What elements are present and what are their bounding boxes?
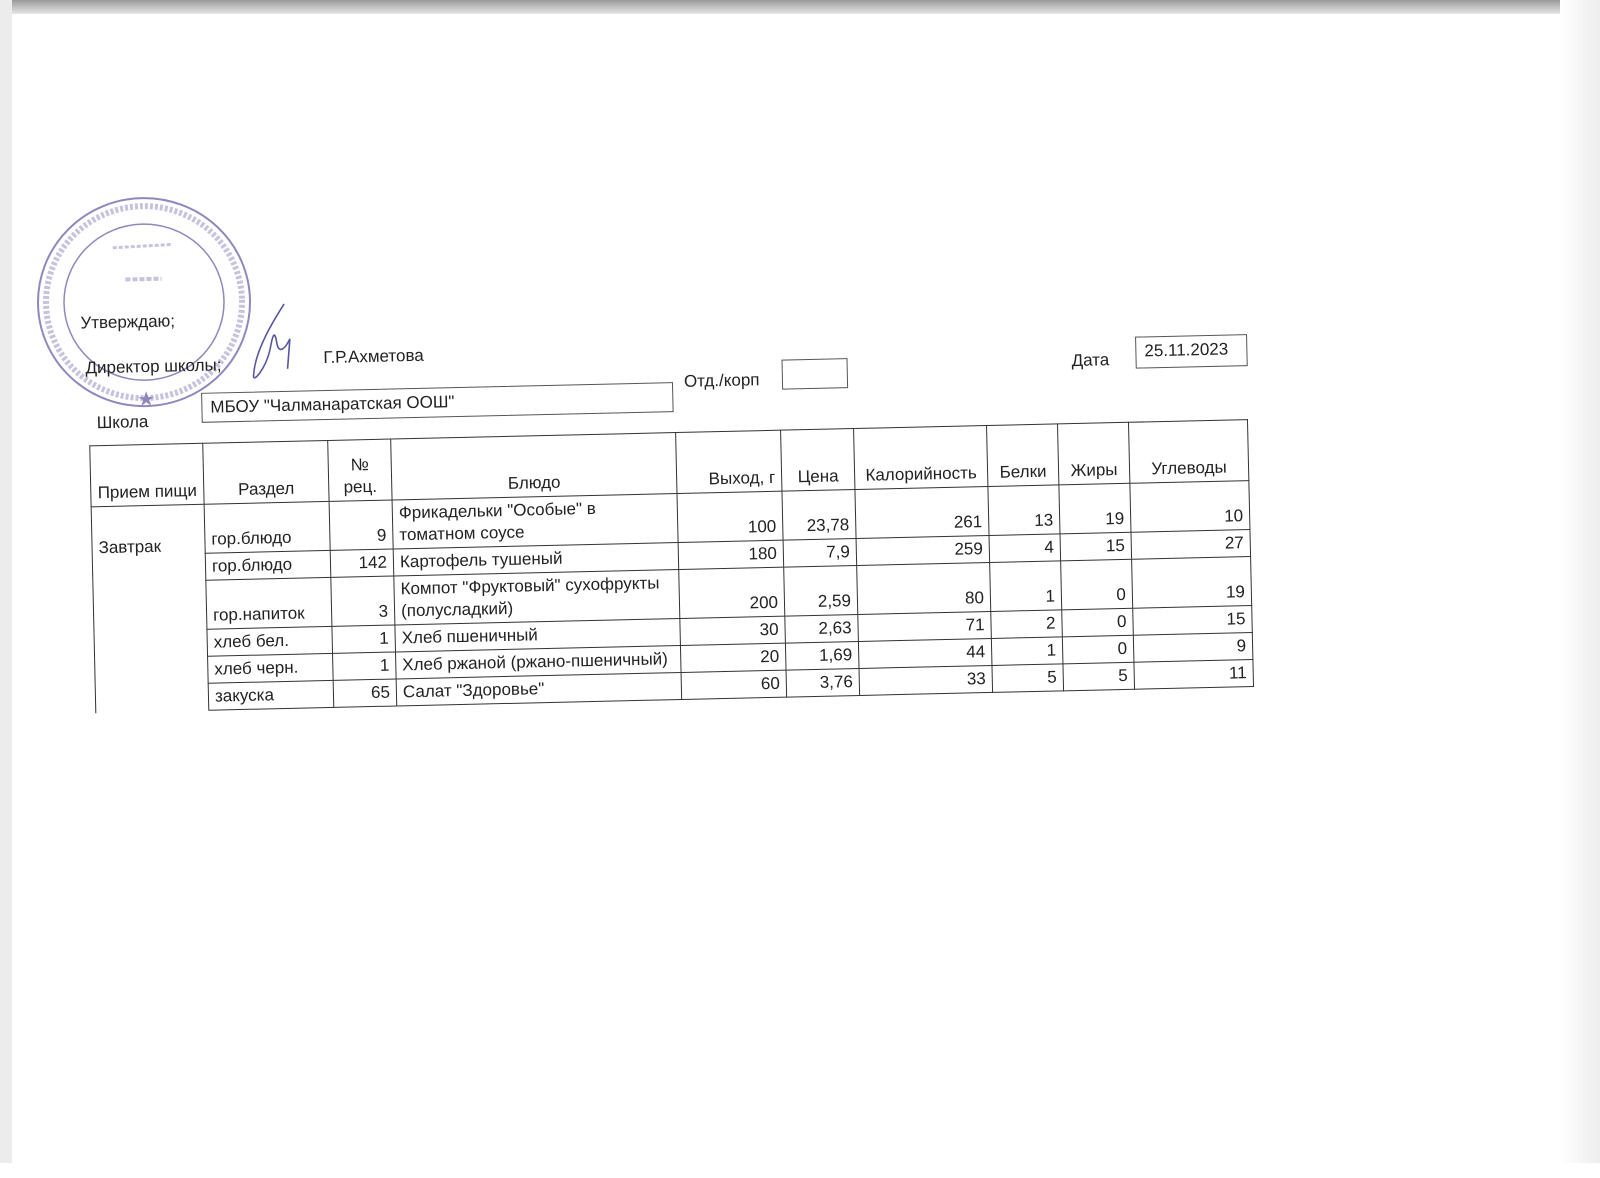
cell-yield: 20 xyxy=(680,643,787,673)
cell-carbs: 27 xyxy=(1130,529,1251,560)
meal-cell: Завтрак xyxy=(91,504,209,713)
cell-carbs: 11 xyxy=(1133,659,1254,690)
cell-section: хлеб бел. xyxy=(206,626,333,657)
cell-section: гор.блюдо xyxy=(204,501,331,554)
cell-protein: 13 xyxy=(987,484,1061,536)
col-kcal: Калорийность xyxy=(853,425,988,490)
cell-price: 2,63 xyxy=(784,614,859,644)
date-label: Дата xyxy=(1071,350,1110,371)
cell-protein: 5 xyxy=(991,663,1064,693)
dept-label: Отд./корп xyxy=(683,370,760,391)
director-name: Г.Р.Ахметова xyxy=(323,345,424,368)
scan-edge-right xyxy=(1560,0,1600,1163)
cell-section: хлеб черн. xyxy=(207,653,334,684)
cell-price: 3,76 xyxy=(786,668,860,698)
cell-dish: Компот "Фруктовый" сухофрукты (полусладк… xyxy=(393,569,680,625)
cell-protein: 4 xyxy=(989,533,1061,563)
signature xyxy=(252,303,291,379)
cell-protein: 2 xyxy=(990,609,1063,639)
cell-recipe: 9 xyxy=(329,500,394,551)
col-yield: Выход, г xyxy=(675,430,782,494)
cell-yield: 200 xyxy=(678,567,785,619)
cell-protein: 1 xyxy=(989,560,1062,612)
cell-price: 1,69 xyxy=(785,641,860,671)
scan-edge-left xyxy=(0,0,12,1163)
cell-carbs: 9 xyxy=(1133,632,1253,663)
dept-field xyxy=(781,358,849,390)
col-section: Раздел xyxy=(202,440,330,505)
cell-dish: Фрикадельки "Особые" в томатном соусе xyxy=(392,493,679,550)
cell-recipe: 3 xyxy=(330,575,395,627)
cell-section: гор.напиток xyxy=(205,577,332,630)
cell-fat: 0 xyxy=(1061,608,1134,637)
position-label: Директор школы; xyxy=(85,355,222,378)
cell-recipe: 142 xyxy=(330,549,394,578)
cell-recipe: 65 xyxy=(333,678,397,708)
cell-kcal: 259 xyxy=(856,535,990,566)
cell-carbs: 10 xyxy=(1129,480,1250,533)
cell-yield: 60 xyxy=(681,670,787,700)
cell-fat: 0 xyxy=(1060,559,1133,610)
col-fat: Жиры xyxy=(1057,422,1130,485)
col-protein: Белки xyxy=(986,423,1059,487)
cell-recipe: 1 xyxy=(332,651,397,681)
col-recipe: № рец. xyxy=(327,439,393,502)
scan-edge xyxy=(0,0,1600,14)
cell-recipe: 1 xyxy=(331,624,396,654)
school-field: МБОУ "Чалманаратская ООШ" xyxy=(201,382,674,423)
cell-dish: Салат "Здоровье" xyxy=(396,672,682,706)
cell-price: 23,78 xyxy=(781,489,857,541)
cell-fat: 15 xyxy=(1060,532,1132,561)
cell-kcal: 80 xyxy=(856,562,991,615)
approve-label: Утверждаю; xyxy=(80,311,176,333)
cell-kcal: 71 xyxy=(857,611,992,642)
cell-protein: 1 xyxy=(991,636,1063,666)
cell-section: гор.блюдо xyxy=(205,550,331,581)
cell-fat: 5 xyxy=(1062,662,1135,691)
col-dish: Блюдо xyxy=(390,432,677,501)
cell-fat: 19 xyxy=(1058,483,1131,534)
cell-kcal: 44 xyxy=(858,638,992,669)
cell-yield: 180 xyxy=(678,540,784,570)
cell-kcal: 33 xyxy=(859,665,993,696)
col-price: Цена xyxy=(780,428,855,492)
date-field: 25.11.2023 xyxy=(1135,334,1248,369)
menu-table: Прием пищи Раздел № рец. Блюдо Выход, г … xyxy=(89,419,1254,713)
cell-kcal: 261 xyxy=(854,486,990,539)
cell-yield: 30 xyxy=(679,616,786,646)
cell-price: 2,59 xyxy=(783,565,858,617)
cell-carbs: 15 xyxy=(1132,605,1253,636)
cell-fat: 0 xyxy=(1062,635,1134,664)
cell-section: закуска xyxy=(208,680,334,711)
school-label: Школа xyxy=(96,412,149,433)
cell-carbs: 19 xyxy=(1131,556,1252,609)
school-stamp xyxy=(37,197,252,408)
col-carbs: Углеводы xyxy=(1128,419,1249,484)
cell-price: 7,9 xyxy=(783,538,857,568)
col-meal: Прием пищи xyxy=(89,443,205,507)
cell-yield: 100 xyxy=(676,491,784,543)
